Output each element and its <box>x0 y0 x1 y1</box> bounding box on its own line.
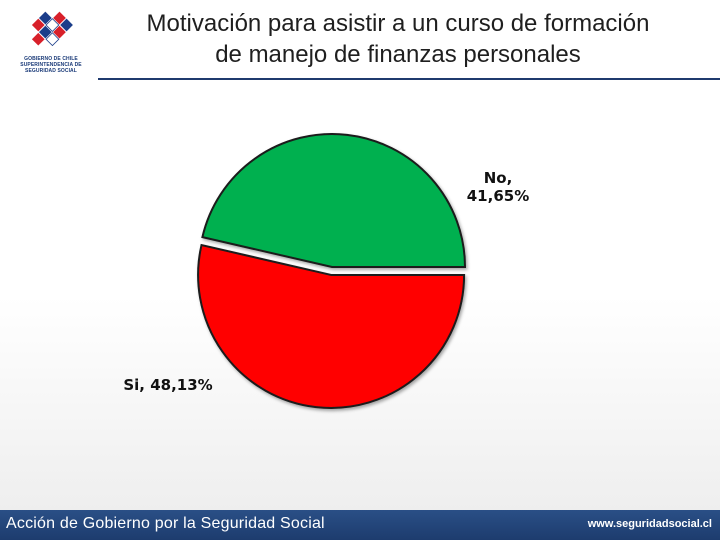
logo-text-line2: SUPERINTENDENCIA DE <box>20 62 82 68</box>
footer-slogan: Acción de Gobierno por la Seguridad Soci… <box>6 515 325 532</box>
logo-text: GOBIERNO DE CHILE SUPERINTENDENCIA DE SE… <box>12 56 90 74</box>
government-logo: GOBIERNO DE CHILE SUPERINTENDENCIA DE SE… <box>12 4 90 76</box>
logo-emblem-icon <box>31 11 73 47</box>
page-title-line2: de manejo de finanzas personales <box>215 41 581 68</box>
title-divider <box>98 78 720 80</box>
pie-chart: No, 41,65% Si, 48,13% <box>0 80 720 510</box>
logo-text-line3: SEGURIDAD SOCIAL <box>25 68 77 74</box>
pie-slice-si <box>197 243 466 409</box>
pie-label-si: Si, 48,13% <box>123 376 212 394</box>
pie-label-no: No, 41,65% <box>467 169 529 205</box>
footer-website-link[interactable]: www.seguridadsocial.cl <box>587 518 712 530</box>
page-title-line1: Motivación para asistir a un curso de fo… <box>146 10 650 37</box>
footer-bar: Acción de Gobierno por la Seguridad Soci… <box>0 510 720 540</box>
header: GOBIERNO DE CHILE SUPERINTENDENCIA DE SE… <box>0 0 720 82</box>
logo-text-line1: GOBIERNO DE CHILE <box>24 56 78 62</box>
pie-slice-no <box>201 133 467 268</box>
page-title: Motivación para asistir a un curso de fo… <box>98 8 698 70</box>
pie-chart-svg: No, 41,65% Si, 48,13% <box>123 133 529 409</box>
